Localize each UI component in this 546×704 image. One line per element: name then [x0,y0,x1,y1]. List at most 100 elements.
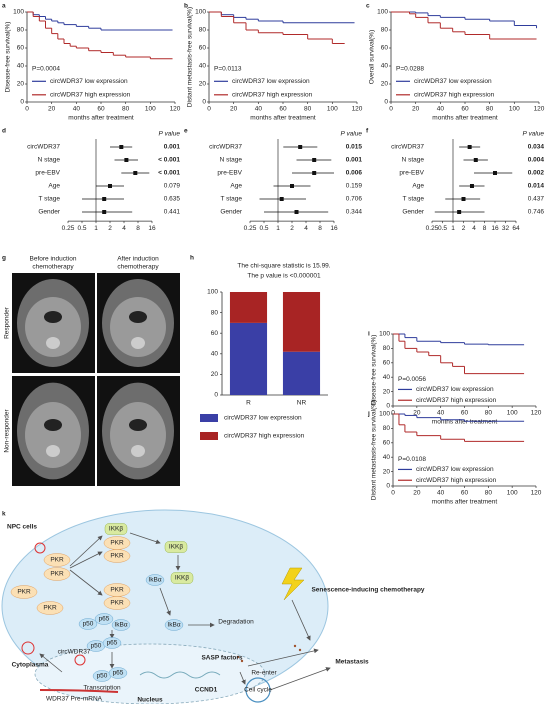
nfkb-node [102,637,122,649]
p-header: P value [159,131,181,138]
diagram-label: CCND1 [195,687,218,694]
nfkb-node [145,574,165,586]
diagram-label: Degradation [218,619,254,626]
x-tick-label: 60 [97,106,105,113]
p-value: 0.034 [528,144,545,151]
p-value: P=0.0108 [398,456,426,463]
y-tick-label: 100 [195,9,206,16]
y-tick-label: 20 [383,388,391,395]
y-tick-label: 60 [17,45,25,52]
x-axis-label: months after treatment [432,499,498,506]
p-value: 0.746 [528,209,545,216]
x-tick-label: 0 [391,490,395,497]
diagram-label: IKKβ [169,544,183,551]
y-axis-label: Distant metastasis-free survival(%) [371,400,378,500]
x-tick-label: 8 [483,225,487,232]
x-tick-label: 100 [145,106,156,113]
y-tick-label: 40 [17,63,25,70]
axis [208,12,357,103]
panel-letter: a [2,3,6,10]
column-header: chemotherapy [32,264,74,271]
y-tick-label: 80 [211,309,219,316]
legend-label: circWDR37 high expression [416,477,497,484]
diagram-label: p50 [83,621,94,628]
hazard-ratio [290,184,294,188]
nfkb-node [108,667,128,679]
hazard-ratio [102,210,107,214]
row-label: N stage [220,157,243,164]
diagram-label: PKR [110,540,124,547]
x-axis-label: months after treatment [432,115,498,122]
diagram-label: PKR [110,553,124,560]
x-tick-label: 40 [437,410,445,417]
hazard-ratio [124,158,129,162]
row-label: Gender [220,209,243,216]
legend-label: circWDR37 high expression [50,92,131,99]
bar-segment [282,292,321,352]
legend-label: circWDR37 high expression [414,92,495,99]
diagram-label: PKR [110,587,124,594]
x-tick-label: 64 [512,225,520,232]
y-tick-label: 100 [377,9,388,16]
hazard-ratio [493,171,497,175]
x-tick-label: 0.5 [77,225,86,232]
x-tick-label: 8 [136,225,140,232]
legend-label: circWDR37 low expression [414,78,492,85]
y-axis-label: Disease-free survival(%) [5,22,12,93]
x-tick-label: 100 [507,410,518,417]
x-tick-label: 120 [170,106,181,113]
y-tick-label: 100 [13,9,24,16]
x-tick-label: 40 [437,106,445,113]
p-value: 0.344 [346,209,363,216]
x-tick-label: 1 [451,225,455,232]
y-tick-label: 80 [199,27,207,34]
hazard-ratio [279,197,284,201]
x-tick-label: 0.5 [438,225,447,232]
hazard-ratio [312,158,317,162]
row-label: circWDR37 [209,144,242,151]
y-tick-label: 100 [379,331,390,338]
row-label: Age [412,183,424,190]
hazard-ratio [457,210,462,214]
diagram-label: Transcription [83,685,121,692]
x-tick-label: 80 [486,106,494,113]
diagram-label: Cytoplasma [12,662,49,669]
x-tick-label: 20 [412,106,420,113]
hazard-ratio [461,197,466,201]
row-label: pre-EBV [217,170,242,177]
panel-letter: i [368,331,370,338]
arrow [269,667,331,691]
x-tick-label: 120 [534,106,545,113]
x-tick-label: 80 [485,490,493,497]
panel-letter: j [367,411,370,418]
hazard-ratio [119,145,124,149]
y-tick-label: 0 [202,99,206,106]
arrow [69,551,103,569]
row-label: Responder [4,306,11,339]
chart-title: The p value is <0.000001 [247,273,321,280]
y-tick-label: 0 [214,392,218,399]
y-tick-label: 20 [17,81,25,88]
y-tick-label: 80 [383,425,391,432]
legend-label: circWDR37 low expression [232,78,310,85]
arrow [129,532,161,545]
row-label: N stage [38,157,61,164]
circ-rna [34,542,46,554]
y-tick-label: 40 [199,63,207,70]
p-header: P value [523,131,545,138]
p-value: 0.437 [528,196,545,203]
x-tick-label: 20 [48,106,56,113]
x-tick-label: 40 [73,106,81,113]
column-header: After induction [117,256,159,263]
x-tick-label: 1 [94,225,98,232]
p-value: P=0.0056 [398,376,426,383]
circ-rna [74,654,86,666]
diagram-label: IkBα [148,577,161,584]
hazard-ratio [133,171,138,175]
x-tick-label: 32 [502,225,510,232]
mri-airway [129,311,147,323]
panel-letter: c [366,3,370,10]
y-tick-label: 60 [383,360,391,367]
bar-segment [229,292,268,323]
